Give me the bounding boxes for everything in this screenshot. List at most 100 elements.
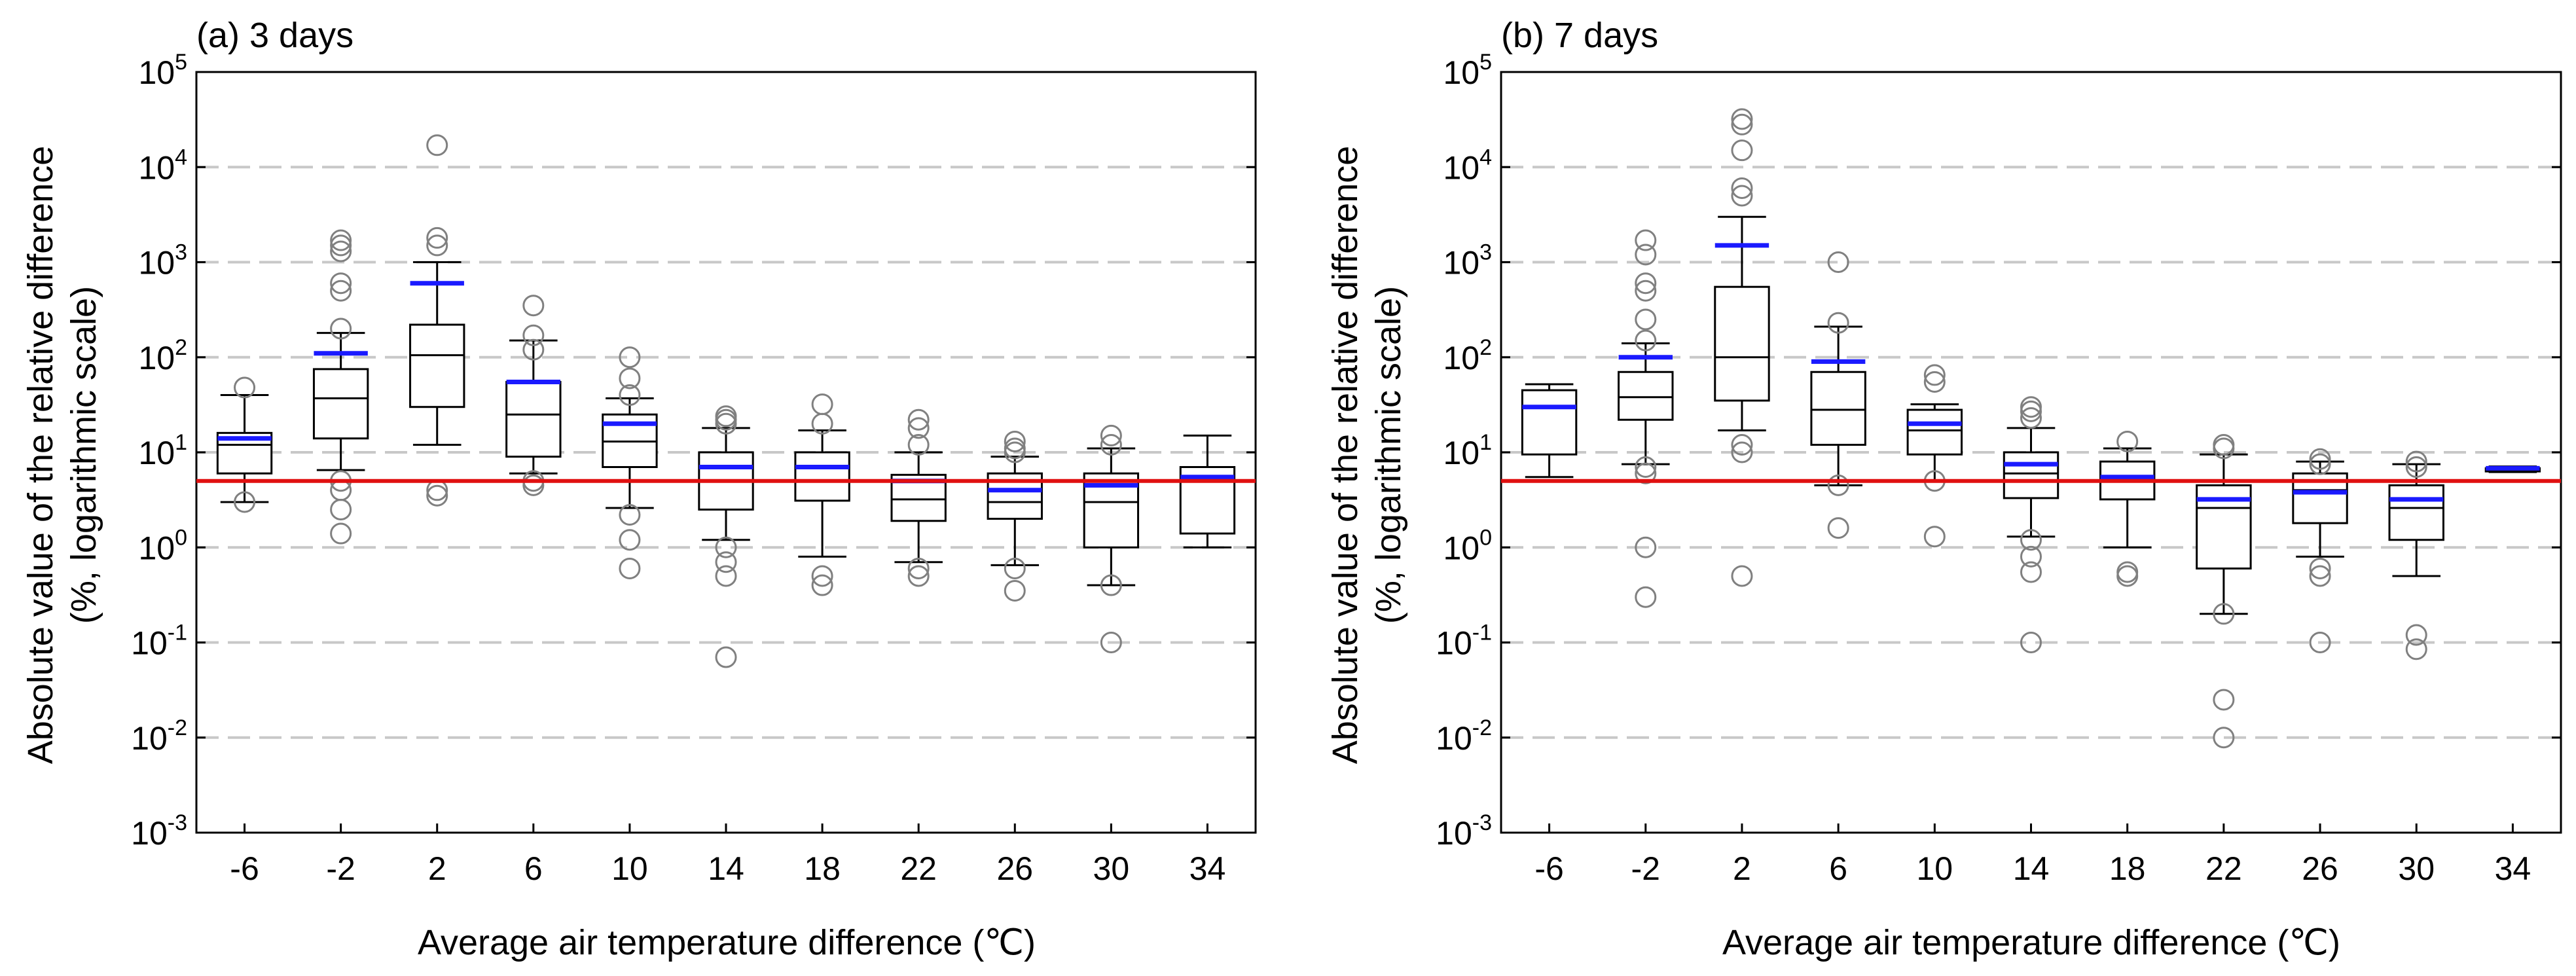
outlier-point	[2405, 638, 2427, 660]
outlier-point	[715, 536, 737, 558]
panel-a-ytick-label: 102	[138, 335, 187, 376]
outlier-point	[522, 338, 545, 361]
panel-a-box-18	[794, 393, 850, 596]
panel-a-xtick-label: 2	[428, 850, 446, 887]
outlier-point	[1923, 371, 1946, 393]
panel-a-xtick-label: 26	[996, 850, 1033, 887]
panel-b-xtick-label: -2	[1631, 850, 1660, 887]
panel-b-box--2	[1618, 229, 1674, 608]
outlier-point	[1635, 536, 1657, 558]
panel-a: (a) 3 days Absolute value of the relativ…	[21, 16, 1257, 962]
panel-b-ytick-label: 102	[1443, 335, 1492, 376]
panel-a-ylabel: Absolute value of the relative differenc…	[21, 146, 103, 765]
panel-a-ytick-label: 100	[138, 525, 187, 566]
outlier-point	[2309, 632, 2331, 653]
outlier-point	[2309, 448, 2331, 470]
panel-b-ytick-exponent: 4	[1479, 145, 1492, 170]
panel-b-xtick-label: 6	[1829, 850, 1847, 887]
panel-b-ytick-exponent: 3	[1479, 240, 1492, 265]
outlier-point	[1731, 441, 1753, 463]
outlier-point	[1635, 272, 1657, 295]
outlier-point	[619, 557, 641, 579]
outlier-point	[1635, 229, 1657, 251]
box-iqr	[1906, 408, 1963, 456]
outlier-point	[811, 412, 833, 435]
outlier-point	[1100, 574, 1122, 596]
panel-b-ytick-exponent: -3	[1472, 810, 1492, 835]
box-iqr	[794, 451, 850, 502]
outlier-point	[907, 408, 930, 431]
outlier-point	[1635, 308, 1657, 331]
panel-a-title: (a) 3 days	[196, 16, 354, 55]
outlier-point	[330, 240, 352, 262]
outlier-point	[330, 317, 352, 340]
panel-a-xtick-label: 18	[804, 850, 841, 887]
outlier-point	[2405, 624, 2427, 646]
panel-b-xtick-label: 26	[2302, 850, 2338, 887]
outlier-point	[330, 522, 352, 545]
outlier-point	[811, 574, 833, 596]
box-iqr	[409, 323, 465, 408]
panel-b-box-18	[2099, 430, 2156, 587]
outlier-point	[619, 384, 641, 407]
outlier-point	[426, 479, 448, 501]
box-iqr	[1810, 371, 1866, 446]
outlier-point	[1731, 108, 1753, 130]
outlier-point	[1731, 565, 1753, 587]
panel-a-box-2	[409, 134, 465, 507]
outlier-point	[1827, 251, 1849, 273]
outlier-point	[907, 565, 930, 587]
panel-b-ytick-label: 10-3	[1436, 810, 1492, 852]
outlier-point	[2213, 689, 2235, 711]
panel-b-ytick-exponent: -1	[1472, 621, 1492, 645]
panel-b-ytick-label: 104	[1443, 145, 1492, 186]
outlier-point	[1923, 364, 1946, 386]
outlier-point	[1731, 113, 1753, 136]
outlier-point	[1635, 244, 1657, 266]
outlier-point	[619, 504, 641, 526]
box-iqr	[1618, 371, 1674, 421]
outlier-point	[1100, 424, 1122, 446]
panel-b-ytick-label: 10-2	[1436, 715, 1492, 757]
outlier-point	[1100, 433, 1122, 456]
panel-b-xtick-label: 14	[2013, 850, 2050, 887]
panel-b-box-10	[1906, 364, 1963, 548]
outlier-point	[234, 376, 256, 399]
box-iqr	[2388, 484, 2444, 541]
panel-a-xtick-label: 14	[708, 850, 744, 887]
panel-a-box-26	[987, 430, 1043, 602]
outlier-point	[1635, 586, 1657, 608]
outlier-point	[907, 417, 930, 439]
panel-a-ytick-label: 104	[138, 145, 187, 186]
panel-a-ytick-label: 103	[138, 240, 187, 281]
panel-b-xtick-label: 10	[1917, 850, 1953, 887]
panel-a-ytick-exponent: 1	[175, 430, 187, 455]
panel-a-ytick-exponent: 4	[175, 145, 187, 170]
panel-b-ytick-label: 100	[1443, 525, 1492, 566]
panel-a-ytick-label: 101	[138, 430, 187, 471]
outlier-point	[1827, 312, 1849, 334]
outlier-point	[426, 484, 448, 507]
outlier-point	[1827, 517, 1849, 539]
outlier-point	[2309, 557, 2331, 579]
outlier-point	[2213, 603, 2235, 625]
panel-b-ytick-exponent: 1	[1479, 430, 1492, 455]
outlier-point	[907, 433, 930, 456]
outlier-point	[1731, 185, 1753, 207]
outlier-point	[619, 367, 641, 389]
panel-a-box-22	[890, 408, 947, 587]
outlier-point	[1635, 280, 1657, 302]
panel-b-ytick-exponent: 5	[1479, 50, 1492, 75]
outlier-point	[2213, 727, 2235, 749]
outlier-point	[715, 412, 737, 435]
outlier-point	[234, 491, 256, 513]
panel-a-xtick-label: 34	[1189, 850, 1226, 887]
panel-a-ytick-exponent: -2	[168, 715, 187, 740]
panel-b-ytick-exponent: -2	[1472, 715, 1492, 740]
panel-a-box-14	[698, 405, 754, 668]
outlier-point	[330, 498, 352, 520]
panel-b-ytick-exponent: 0	[1479, 525, 1492, 550]
panel-b-box-34	[2484, 465, 2541, 473]
outlier-point	[811, 393, 833, 416]
